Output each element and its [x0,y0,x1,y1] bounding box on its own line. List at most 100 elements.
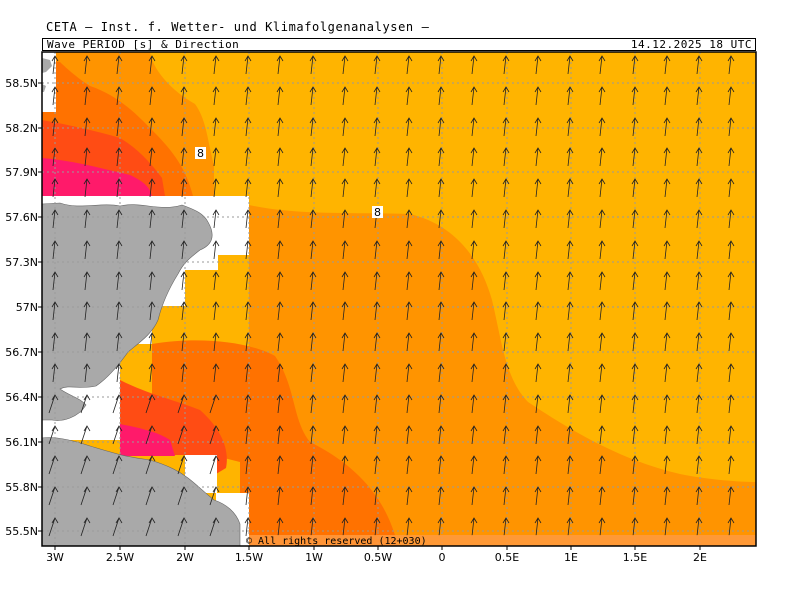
direction-arrow [502,394,510,414]
lat-label: 58.2N [5,122,38,135]
direction-arrow [470,455,478,475]
direction-arrow [341,517,349,537]
lon-label: 0 [439,551,446,564]
direction-arrow [180,117,188,137]
direction-arrow [663,209,671,229]
direction-arrow [405,271,413,291]
zone-period-4-5-north [42,158,152,196]
direction-arrow [341,332,349,352]
direction-arrow [598,394,606,414]
direction-arrow [180,209,188,229]
direction-arrow [502,332,510,352]
direction-arrow [631,301,639,321]
direction-arrow [502,425,510,445]
direction-arrow [566,240,574,260]
direction-arrow [663,425,671,445]
direction-arrow [631,332,639,352]
direction-arrow [727,178,735,198]
direction-arrow [115,86,123,106]
direction-arrow [212,301,220,321]
direction-arrow [309,178,317,198]
direction-arrow [341,455,349,475]
direction-arrow [373,425,381,445]
direction-arrow [177,486,188,506]
direction-arrow [115,209,123,229]
direction-arrow [244,86,252,106]
direction-arrow [115,301,123,321]
direction-arrow [502,271,510,291]
direction-arrow [209,517,220,537]
direction-arrow [341,240,349,260]
direction-arrow [663,455,671,475]
direction-arrow [145,394,156,414]
direction-arrow [341,147,349,167]
direction-arrow [276,117,284,137]
lat-label: 56.4N [5,391,38,404]
direction-arrow [341,363,349,383]
direction-arrow [212,271,220,291]
lat-label: 57.6N [5,211,38,224]
direction-arrow [663,117,671,137]
direction-arrow [695,455,703,475]
direction-arrow [276,517,284,537]
lon-label: 1.5W [235,551,263,564]
direction-arrow [695,394,703,414]
direction-arrow [566,86,574,106]
direction-arrow [566,486,574,506]
direction-arrow [177,517,188,537]
direction-arrow [80,425,91,445]
direction-arrow [502,178,510,198]
direction-arrow [148,117,156,137]
direction-arrow [83,178,91,198]
direction-arrow [405,147,413,167]
lat-label: 57N [16,301,38,314]
direction-arrow [373,271,381,291]
direction-arrow [534,117,542,137]
direction-arrow [112,425,123,445]
direction-arrow [598,271,606,291]
direction-arrow [244,178,252,198]
direction-arrow [695,178,703,198]
direction-arrow [145,517,156,537]
direction-arrow [212,332,220,352]
direction-arrow [663,394,671,414]
direction-arrow [663,363,671,383]
direction-arrow [373,394,381,414]
lon-label: 2E [693,551,707,564]
direction-arrow [534,455,542,475]
direction-arrow [631,363,639,383]
direction-arrow [534,178,542,198]
direction-arrow [115,178,123,198]
direction-arrow [727,486,735,506]
direction-arrow [309,86,317,106]
graticule [42,52,756,546]
direction-arrow [695,147,703,167]
direction-arrow [145,486,156,506]
direction-arrow [309,117,317,137]
direction-arrow [148,86,156,106]
direction-arrow [212,178,220,198]
direction-arrow [112,517,123,537]
direction-arrow [145,455,156,475]
direction-arrow [48,517,59,537]
direction-arrow [341,301,349,321]
direction-arrow [112,394,123,414]
direction-arrow [566,301,574,321]
direction-arrow [341,209,349,229]
direction-arrow [631,147,639,167]
direction-arrow [309,363,317,383]
direction-arrow [727,271,735,291]
lat-label: 56.1N [5,436,38,449]
direction-arrow [534,271,542,291]
axis-ticks [38,82,701,550]
direction-arrow [276,86,284,106]
lon-label: 2W [176,551,194,564]
direction-arrow [48,455,59,475]
direction-arrow [180,271,188,291]
direction-arrow [727,209,735,229]
direction-arrow [180,332,188,352]
direction-arrow [631,271,639,291]
direction-arrow [180,147,188,167]
direction-arrow [437,425,445,445]
